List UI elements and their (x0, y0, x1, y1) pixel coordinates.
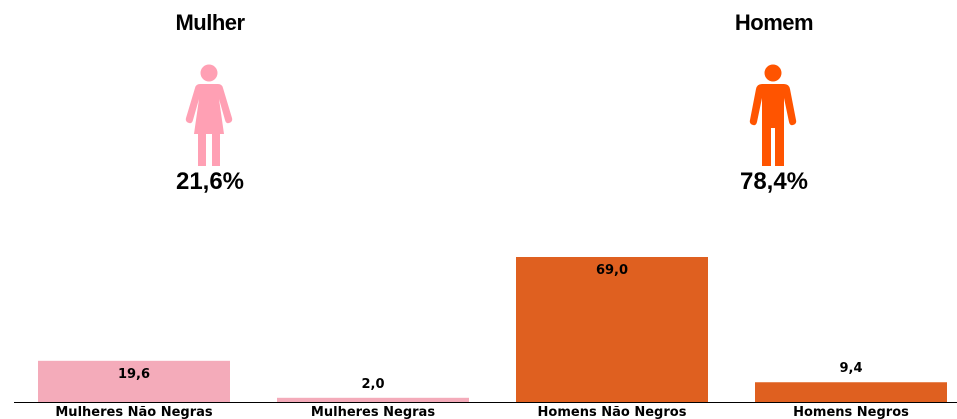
woman-icon (185, 64, 233, 166)
value-label-3: 69,0 (596, 263, 628, 278)
male-title: Homem (734, 10, 814, 35)
female-title: Mulher (175, 10, 245, 35)
category-label-3: Homens Não Negros (538, 405, 687, 419)
category-label-4: Homens Negros (793, 405, 909, 419)
category-label-2: Mulheres Negras (311, 405, 435, 419)
female-percent: 21,6% (175, 168, 245, 195)
bar-4 (755, 382, 947, 402)
category-label-1: Mulheres Não Negras (55, 405, 213, 419)
bar-2 (277, 397, 469, 402)
value-label-2: 2,0 (361, 377, 384, 392)
value-label-4: 9,4 (839, 361, 862, 376)
value-label-1: 19,6 (118, 367, 150, 382)
bar-3 (516, 257, 708, 402)
man-icon (749, 64, 797, 166)
bar-1 (38, 360, 230, 402)
male-percent: 78,4% (739, 168, 809, 195)
